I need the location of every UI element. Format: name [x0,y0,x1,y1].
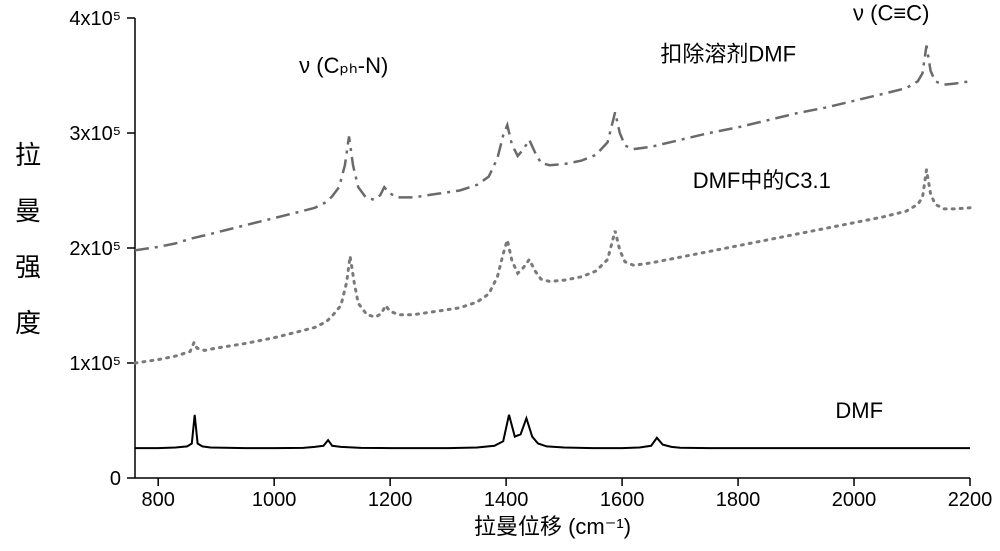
y-tick-label: 2x10⁵ [69,238,121,260]
x-tick-label: 2000 [832,489,877,511]
x-tick-label: 800 [142,489,175,511]
peak-annotation: ν (C≡C) [853,0,929,25]
x-tick-label: 2200 [948,489,993,511]
y-tick-label: 1x10⁵ [69,353,121,375]
peak-annotation: ν (Cₚₕ-N) [299,53,388,78]
x-tick-label: 1800 [716,489,761,511]
raman-spectrum-chart: 800 1000 1200 1400 1600 1800 2000 2200 拉曼位移 (cm⁻… [0,0,1000,551]
x-axis-label: 拉曼位移 (cm⁻¹) [474,514,631,539]
x-tick-label: 1400 [484,489,529,511]
y-tick-label: 4x10⁵ [69,8,121,30]
series-C3.1_in_DMF [135,170,970,363]
x-tick-label: 1200 [368,489,413,511]
y-tick-label: 3x10⁵ [69,123,121,145]
series-label-C3.1_in_DMF: DMF中的C3.1 [693,168,831,193]
series-DMF_subtracted [135,46,970,251]
y-tick-label: 0 [110,468,121,490]
x-tick-label: 1600 [600,489,645,511]
series-label-DMF_subtracted: 扣除溶剂DMF [660,42,796,67]
y-axis-label-char: 曼 [15,196,41,226]
y-axis-label-char: 强 [15,252,41,282]
series-label-DMF: DMF [835,398,883,423]
y-axis-label-char: 拉 [15,140,41,170]
chart-svg: 800 1000 1200 1400 1600 1800 2000 2200 拉曼位移 (cm⁻… [0,0,1000,551]
y-axis-label-char: 度 [15,308,41,338]
x-tick-label: 1000 [252,489,297,511]
